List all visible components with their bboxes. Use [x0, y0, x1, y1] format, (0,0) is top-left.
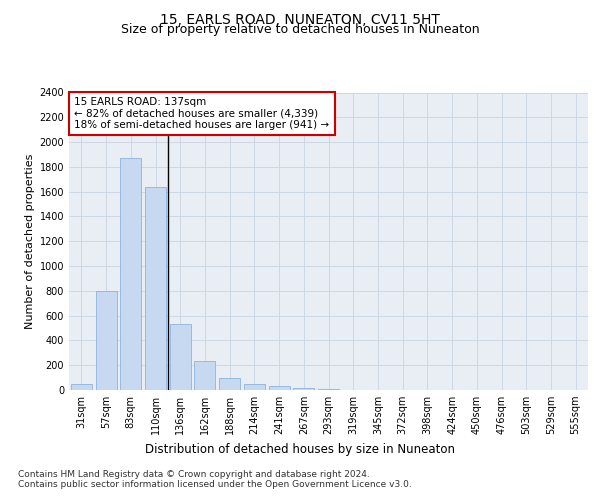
Bar	[145, 186, 166, 390]
Bar	[170, 324, 191, 390]
Bar	[293, 388, 314, 390]
Bar	[71, 384, 92, 390]
Bar	[95, 291, 116, 390]
Bar	[194, 362, 215, 390]
Text: 15, EARLS ROAD, NUNEATON, CV11 5HT: 15, EARLS ROAD, NUNEATON, CV11 5HT	[160, 12, 440, 26]
Bar	[219, 378, 240, 390]
Bar	[269, 386, 290, 390]
Text: Distribution of detached houses by size in Nuneaton: Distribution of detached houses by size …	[145, 442, 455, 456]
Bar	[120, 158, 141, 390]
Y-axis label: Number of detached properties: Number of detached properties	[25, 154, 35, 329]
Text: 15 EARLS ROAD: 137sqm
← 82% of detached houses are smaller (4,339)
18% of semi-d: 15 EARLS ROAD: 137sqm ← 82% of detached …	[74, 97, 329, 130]
Text: Contains public sector information licensed under the Open Government Licence v3: Contains public sector information licen…	[18, 480, 412, 489]
Text: Contains HM Land Registry data © Crown copyright and database right 2024.: Contains HM Land Registry data © Crown c…	[18, 470, 370, 479]
Bar	[244, 384, 265, 390]
Text: Size of property relative to detached houses in Nuneaton: Size of property relative to detached ho…	[121, 24, 479, 36]
